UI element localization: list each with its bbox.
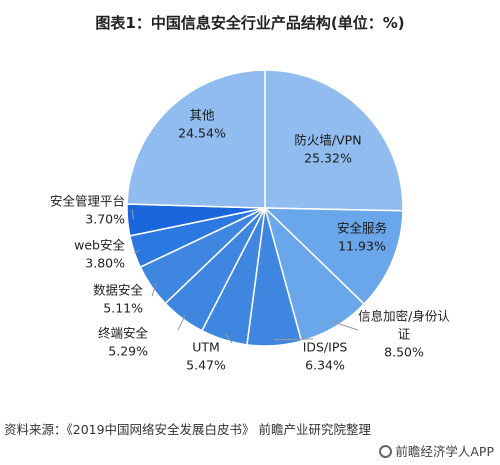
leader-line	[133, 249, 141, 254]
brand-credit: 前瞻经济学人APP	[379, 441, 494, 460]
pie-slice	[126, 69, 266, 209]
leader-line	[332, 321, 359, 331]
leader-line	[273, 338, 314, 341]
chart-title: 图表1：中国信息安全行业产品结构(单位：%)	[95, 14, 405, 32]
slice-value-label: 24.54%	[178, 126, 226, 141]
slice-value-label: 25.32%	[304, 151, 352, 166]
slice-value-label: 5.29%	[108, 344, 148, 359]
leader-line	[131, 208, 134, 220]
slice-category-label: 防火墙/VPN	[294, 133, 361, 148]
brand-logo-icon	[379, 445, 393, 458]
pie-slices	[126, 69, 404, 347]
leader-lines	[131, 208, 359, 344]
slice-value-label: 5.47%	[186, 358, 226, 373]
slice-value-label: 6.34%	[305, 358, 345, 373]
slice-category-label: 安全管理平台	[50, 194, 125, 209]
slice-category-label: 安全服务	[337, 221, 387, 236]
slice-value-label: 3.80%	[85, 256, 125, 271]
pie-slice	[263, 207, 404, 306]
source-note: 资料来源：《2019中国网络安全发展白皮书》 前瞻产业研究院整理	[4, 422, 372, 437]
slice-category-label: 信息加密/身份认	[358, 309, 450, 324]
slice-category-label: 终端安全	[98, 326, 149, 341]
brand-label: 前瞻经济学人APP	[395, 444, 494, 459]
slice-value-label: 3.70%	[85, 212, 125, 227]
slice-category-label: UTM	[192, 340, 220, 355]
slice-category-label: 数据安全	[93, 283, 144, 298]
slice-value-label: 11.93%	[338, 239, 386, 254]
slice-category-label: web安全	[74, 238, 125, 253]
pie-slice	[264, 69, 404, 212]
slice-value-label: 5.11%	[103, 301, 143, 316]
slice-category-label: 其他	[189, 108, 215, 123]
slice-value-label: 8.50%	[384, 345, 424, 360]
leader-line	[177, 313, 187, 331]
leader-line	[151, 282, 157, 297]
slice-category-label: 证	[398, 327, 411, 342]
slice-category-label: IDS/IPS	[303, 340, 348, 355]
leader-line	[225, 333, 233, 344]
